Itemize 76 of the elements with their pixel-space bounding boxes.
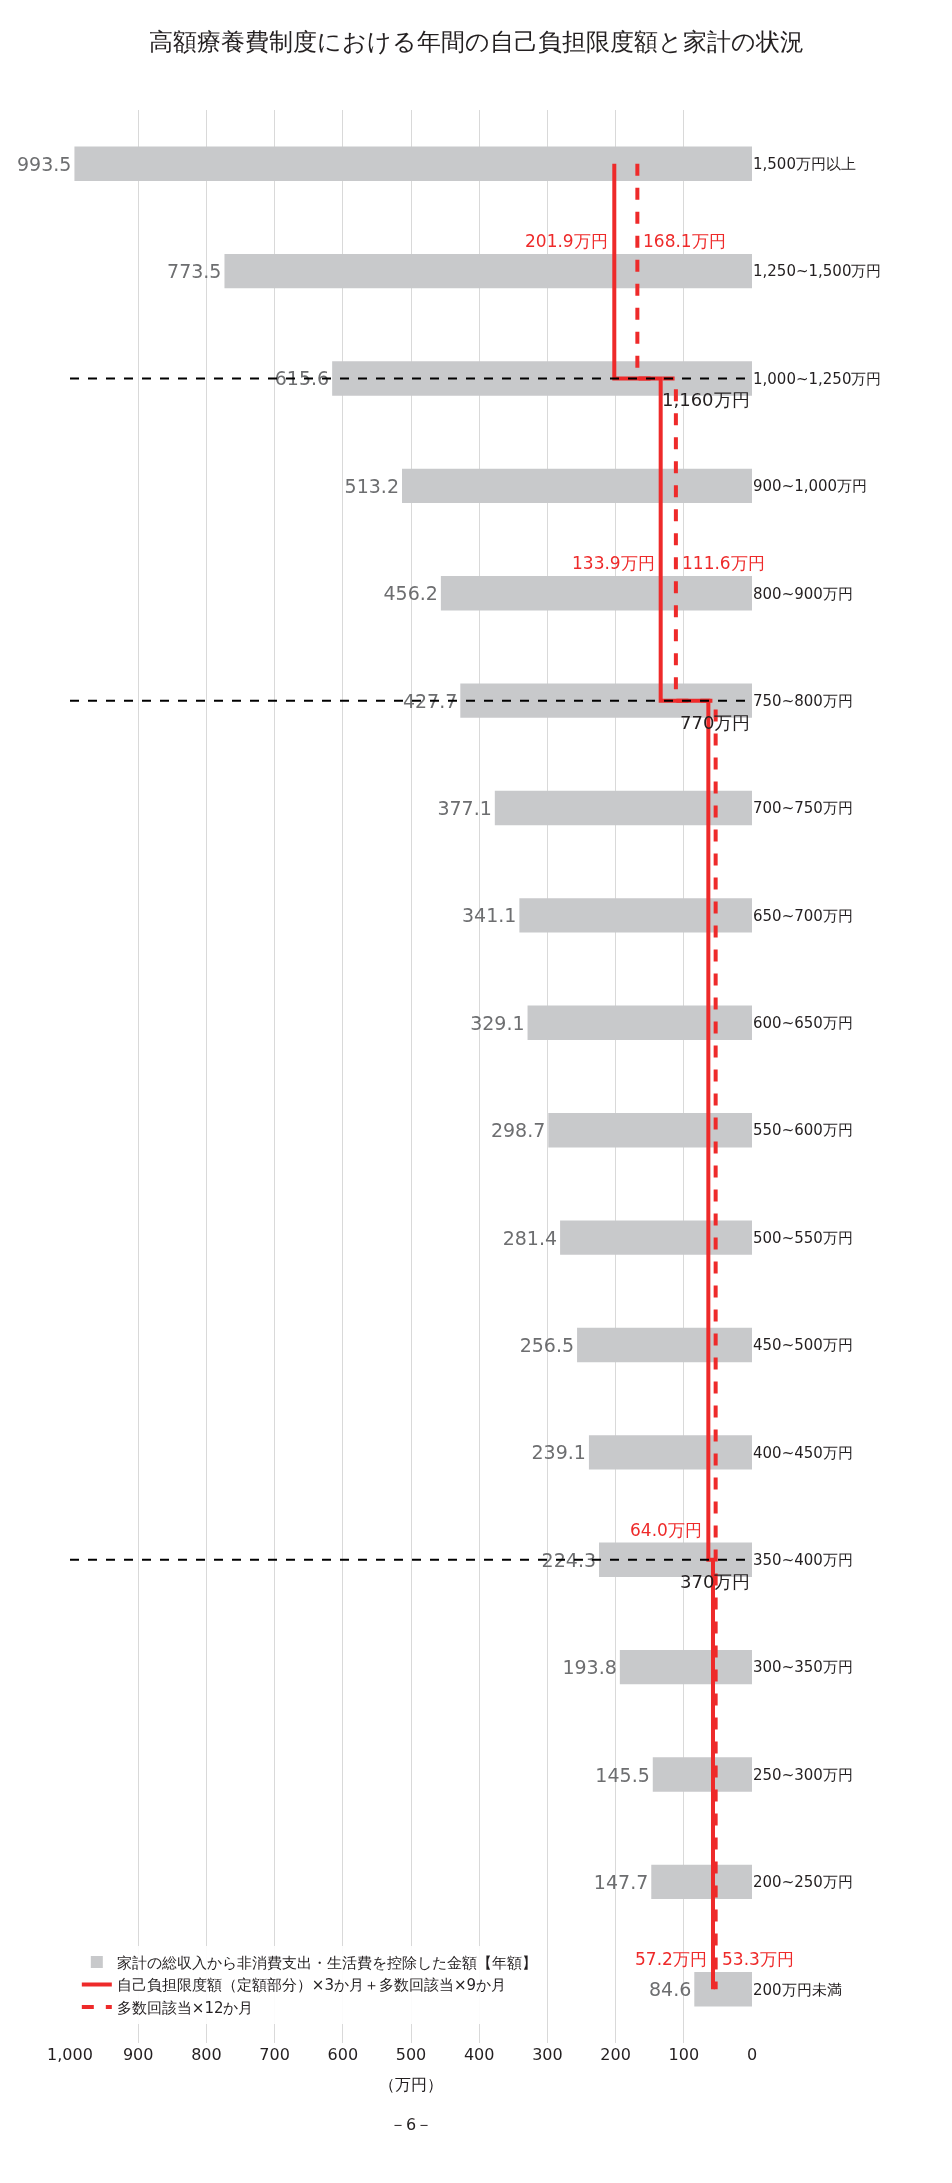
x-tick-label: 400 <box>463 2045 495 2064</box>
y-tick-label: 200万円未満 <box>753 1980 842 1999</box>
bar <box>577 1327 752 1363</box>
y-tick-label: 350~400万円 <box>753 1551 853 1569</box>
bar <box>560 1220 752 1255</box>
bar <box>694 1972 752 2007</box>
data-label: 298.7 <box>490 1119 546 1142</box>
y-tick-label: 1,250~1,500万円 <box>753 262 882 281</box>
bar <box>548 1113 752 1148</box>
x-tick-label: 600 <box>327 2045 359 2064</box>
data-label: 256.5 <box>519 1333 575 1356</box>
y-tick-label: 600~650万円 <box>753 1014 853 1033</box>
x-tick-label: 200 <box>600 2045 631 2064</box>
x-tick-label: 900 <box>122 2045 154 2064</box>
bar <box>588 1435 752 1470</box>
data-label: 111.6万円 <box>682 553 765 573</box>
data-label: 168.1万円 <box>643 231 726 251</box>
data-label: 329.1 <box>470 1011 525 1034</box>
bar <box>519 898 752 933</box>
x-tick-label: 500 <box>395 2045 427 2064</box>
y-tick-label: 550~600万円 <box>753 1121 853 1140</box>
data-label: 145.5 <box>595 1763 650 1786</box>
y-tick-label: 650~700万円 <box>753 906 853 925</box>
y-tick-label: 750~800万円 <box>753 691 853 710</box>
legend-label: 自己負担限度額（定額部分）×3か月＋多数回該当×9か月 <box>116 1976 507 1995</box>
chart-title: 高額療養費制度における年間の自己負担限度額と家計の状況 <box>148 27 804 56</box>
y-tick-label: 1,500万円以上 <box>753 154 856 173</box>
legend-label: 家計の総収入から非消費支出・生活費を控除した金額【年額】 <box>116 1953 537 1972</box>
y-tick-label: 1,000~1,250万円 <box>753 369 882 388</box>
bar <box>224 253 752 289</box>
bar <box>619 1649 752 1685</box>
data-label: 341.1 <box>461 904 517 927</box>
y-tick-label: 800~900万円 <box>753 584 853 603</box>
x-tick-label: 100 <box>668 2045 700 2064</box>
data-label: 513.2 <box>344 474 399 497</box>
bar <box>527 1005 752 1040</box>
x-tick-label: 800 <box>191 2045 222 2064</box>
data-label: 201.9万円 <box>525 231 608 251</box>
data-label: 427.7 <box>402 689 458 712</box>
y-tick-label: 200~250万円 <box>753 1873 853 1892</box>
legend-label: 多数回該当×12か月 <box>116 1998 254 2017</box>
x-tick-label: 0 <box>746 2045 758 2064</box>
y-tick-label: 500~550万円 <box>753 1228 853 1247</box>
data-label: 281.4 <box>502 1226 558 1249</box>
x-tick-label: 700 <box>259 2045 290 2064</box>
bar <box>652 1757 752 1792</box>
text: －6－ <box>390 2115 433 2134</box>
bar <box>651 1864 752 1900</box>
x-tick-label: 1,000 <box>47 2045 93 2064</box>
data-label: 53.3万円 <box>722 1949 794 1969</box>
data-label: 84.6 <box>648 1978 692 2001</box>
data-label: 64.0万円 <box>630 1520 702 1540</box>
data-label: 239.1 <box>531 1441 586 1464</box>
data-label: 224.3 <box>541 1548 597 1571</box>
y-tick-label: 900~1,000万円 <box>753 477 868 496</box>
y-tick-label: 250~300万円 <box>753 1765 853 1784</box>
x-axis-title: （万円） <box>379 2074 443 2094</box>
bar <box>402 468 752 504</box>
y-tick-label: 300~350万円 <box>753 1658 853 1677</box>
bar <box>440 576 752 611</box>
y-tick-label: 400~450万円 <box>753 1443 853 1462</box>
data-label: 615.6 <box>274 367 330 390</box>
data-label: 57.2万円 <box>635 1949 707 1969</box>
data-label: 773.5 <box>167 260 222 283</box>
data-label: 133.9万円 <box>572 553 655 573</box>
data-label: 377.1 <box>437 797 492 820</box>
data-label: 993.5 <box>17 152 72 175</box>
y-tick-label: 700~750万円 <box>753 799 853 818</box>
ref-line-label: 1,160万円 <box>662 389 750 410</box>
data-label: 147.7 <box>593 1870 649 1893</box>
bar <box>74 146 752 181</box>
data-label: 456.2 <box>383 582 438 605</box>
data-label: 193.8 <box>562 1656 617 1679</box>
y-tick-label: 450~500万円 <box>753 1336 853 1355</box>
x-tick-label: 300 <box>532 2045 563 2064</box>
bar <box>494 790 752 826</box>
